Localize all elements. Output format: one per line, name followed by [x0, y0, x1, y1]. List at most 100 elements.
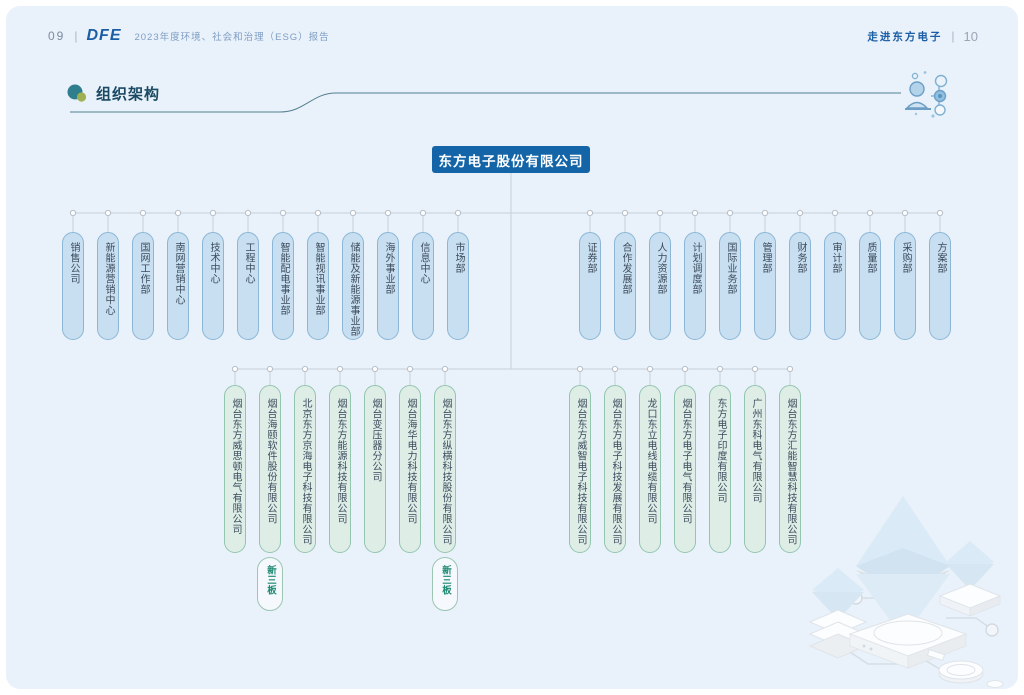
isometric-network-illustration: [808, 496, 1004, 688]
department-pill-label: 信息中心: [418, 242, 429, 284]
section-divider-line: [70, 92, 901, 113]
neeq-badge: 新三板: [257, 557, 283, 611]
subsidiary-pill-label: 烟台东方威思顿电气有限公司: [230, 398, 241, 535]
subsidiary-pill-label: 龙口东立电线电缆有限公司: [645, 398, 656, 524]
dual-circle-bullet-icon: [67, 84, 87, 102]
subsidiary-pill: 烟台东方威智电子科技有限公司: [569, 385, 591, 553]
header-separator: |: [951, 29, 955, 43]
department-pill: 智能视讯事业部: [307, 232, 329, 340]
department-pill: 新能源营销中心: [97, 232, 119, 340]
subsidiary-pill: 广州东科电气有限公司: [744, 385, 766, 553]
department-pill: 证券部: [579, 232, 601, 340]
subsidiary-pill-label: 烟台海华电力科技有限公司: [405, 398, 416, 524]
person-org-hierarchy-icon: [905, 71, 948, 118]
subsidiaries-left-group: 烟台东方威思顿电气有限公司 烟台海颐软件股份有限公司 北京东方京海电子科技有限公司 烟…: [224, 385, 456, 553]
department-pill-label: 工程中心: [243, 242, 254, 284]
header-separator: |: [74, 29, 78, 43]
subsidiary-pill: 烟台海颐软件股份有限公司: [259, 385, 281, 553]
department-pill: 国际业务部: [719, 232, 741, 340]
department-pill: 管理部: [754, 232, 776, 340]
department-pill: 销售公司: [62, 232, 84, 340]
section-head: 组织架构: [66, 82, 160, 104]
department-pill: 方案部: [929, 232, 951, 340]
neeq-badge: 新三板: [432, 557, 458, 611]
department-pill: 审计部: [824, 232, 846, 340]
department-pill-label: 财务部: [795, 242, 806, 274]
department-pill-label: 销售公司: [68, 242, 79, 284]
department-pill: 智能配电事业部: [272, 232, 294, 340]
department-pill-label: 计划调度部: [690, 242, 701, 295]
department-pill-label: 智能配电事业部: [278, 242, 289, 316]
department-pill-label: 智能视讯事业部: [313, 242, 324, 316]
department-pill-label: 技术中心: [208, 242, 219, 284]
department-pill-label: 南网营销中心: [173, 242, 184, 305]
department-pill: 人力资源部: [649, 232, 671, 340]
subsidiary-pill: 烟台东方汇能智慧科技有限公司: [779, 385, 801, 553]
department-pill-label: 海外事业部: [383, 242, 394, 295]
department-pill-label: 管理部: [760, 242, 771, 274]
subsidiary-pill: 烟台东方电子科技发展有限公司: [604, 385, 626, 553]
department-pill: 采购部: [894, 232, 916, 340]
neeq-badge-label: 新三板: [440, 565, 451, 595]
department-pill-label: 质量部: [865, 242, 876, 274]
root-company-box: 东方电子股份有限公司: [432, 146, 590, 173]
page-header: 09 | DFE 2023年度环境、社会和治理（ESG）报告 走进东方电子 | …: [48, 27, 978, 45]
subsidiary-pill-label: 烟台东方威智电子科技有限公司: [575, 398, 586, 545]
header-right: 走进东方电子 | 10: [867, 29, 978, 44]
neeq-badge-label: 新三板: [265, 565, 276, 595]
chapter-title: 走进东方电子: [867, 30, 943, 43]
department-pill: 国网工作部: [132, 232, 154, 340]
dfe-logo: DFE: [86, 27, 122, 44]
department-pill-label: 合作发展部: [620, 242, 631, 295]
page-number-right: 10: [963, 28, 978, 44]
subsidiary-pill-label: 烟台东方纵横科技股份有限公司: [440, 398, 451, 545]
section-title: 组织架构: [96, 85, 161, 103]
department-pill-label: 国际业务部: [725, 242, 736, 295]
subsidiary-pill: 东方电子印度有限公司: [709, 385, 731, 553]
subsidiary-pill-label: 烟台东方能源科技有限公司: [335, 398, 346, 524]
subsidiary-pill-label: 北京东方京海电子科技有限公司: [300, 398, 311, 545]
department-pill-label: 证券部: [585, 242, 596, 274]
department-pill: 技术中心: [202, 232, 224, 340]
department-pill: 信息中心: [412, 232, 434, 340]
department-pill-label: 市场部: [453, 242, 464, 274]
subsidiary-pill: 龙口东立电线电缆有限公司: [639, 385, 661, 553]
subsidiary-pill: 烟台东方威思顿电气有限公司: [224, 385, 246, 553]
report-page: 09 | DFE 2023年度环境、社会和治理（ESG）报告 走进东方电子 | …: [6, 6, 1018, 689]
subsidiary-pill: 烟台变压器分公司: [364, 385, 386, 553]
subsidiary-pill-label: 烟台东方电子科技发展有限公司: [610, 398, 621, 545]
department-pill: 海外事业部: [377, 232, 399, 340]
subsidiary-pill-label: 烟台变压器分公司: [370, 398, 381, 482]
department-pill: 计划调度部: [684, 232, 706, 340]
department-pill: 财务部: [789, 232, 811, 340]
subsidiary-pill: 烟台东方电子电气有限公司: [674, 385, 696, 553]
department-pill-label: 国网工作部: [138, 242, 149, 295]
department-pill: 南网营销中心: [167, 232, 189, 340]
subsidiary-pill: 烟台海华电力科技有限公司: [399, 385, 421, 553]
subsidiary-pill-label: 东方电子印度有限公司: [715, 398, 726, 503]
department-pill: 储能及新能源事业部: [342, 232, 364, 340]
departments-left-group: 销售公司 新能源营销中心 国网工作部 南网营销中心 技术中心 工程中心 智能配电事业部 智能视…: [62, 232, 469, 340]
department-pill: 工程中心: [237, 232, 259, 340]
header-left: 09 | DFE 2023年度环境、社会和治理（ESG）报告: [48, 27, 330, 45]
department-pill-label: 人力资源部: [655, 242, 666, 295]
subsidiary-pill-label: 烟台海颐软件股份有限公司: [265, 398, 276, 524]
department-pill-label: 采购部: [900, 242, 911, 274]
department-pill-label: 审计部: [830, 242, 841, 274]
department-pill-label: 方案部: [935, 242, 946, 274]
subsidiary-pill-label: 烟台东方电子电气有限公司: [680, 398, 691, 524]
report-title: 2023年度环境、社会和治理（ESG）报告: [134, 32, 330, 43]
subsidiary-pill: 烟台东方能源科技有限公司: [329, 385, 351, 553]
department-pill: 市场部: [447, 232, 469, 340]
page-number-left: 09: [48, 29, 66, 43]
subsidiary-pill-label: 烟台东方汇能智慧科技有限公司: [785, 398, 796, 545]
subsidiary-pill-label: 广州东科电气有限公司: [750, 398, 761, 503]
department-pill: 质量部: [859, 232, 881, 340]
subsidiary-pill: 烟台东方纵横科技股份有限公司: [434, 385, 456, 553]
department-pill: 合作发展部: [614, 232, 636, 340]
departments-right-group: 证券部 合作发展部 人力资源部 计划调度部 国际业务部 管理部 财务部 审计部 质量部 采购部 方案…: [579, 232, 951, 340]
subsidiary-pill: 北京东方京海电子科技有限公司: [294, 385, 316, 553]
subsidiaries-right-group: 烟台东方威智电子科技有限公司 烟台东方电子科技发展有限公司 龙口东立电线电缆有限公司…: [569, 385, 801, 553]
department-pill-label: 储能及新能源事业部: [348, 242, 359, 337]
